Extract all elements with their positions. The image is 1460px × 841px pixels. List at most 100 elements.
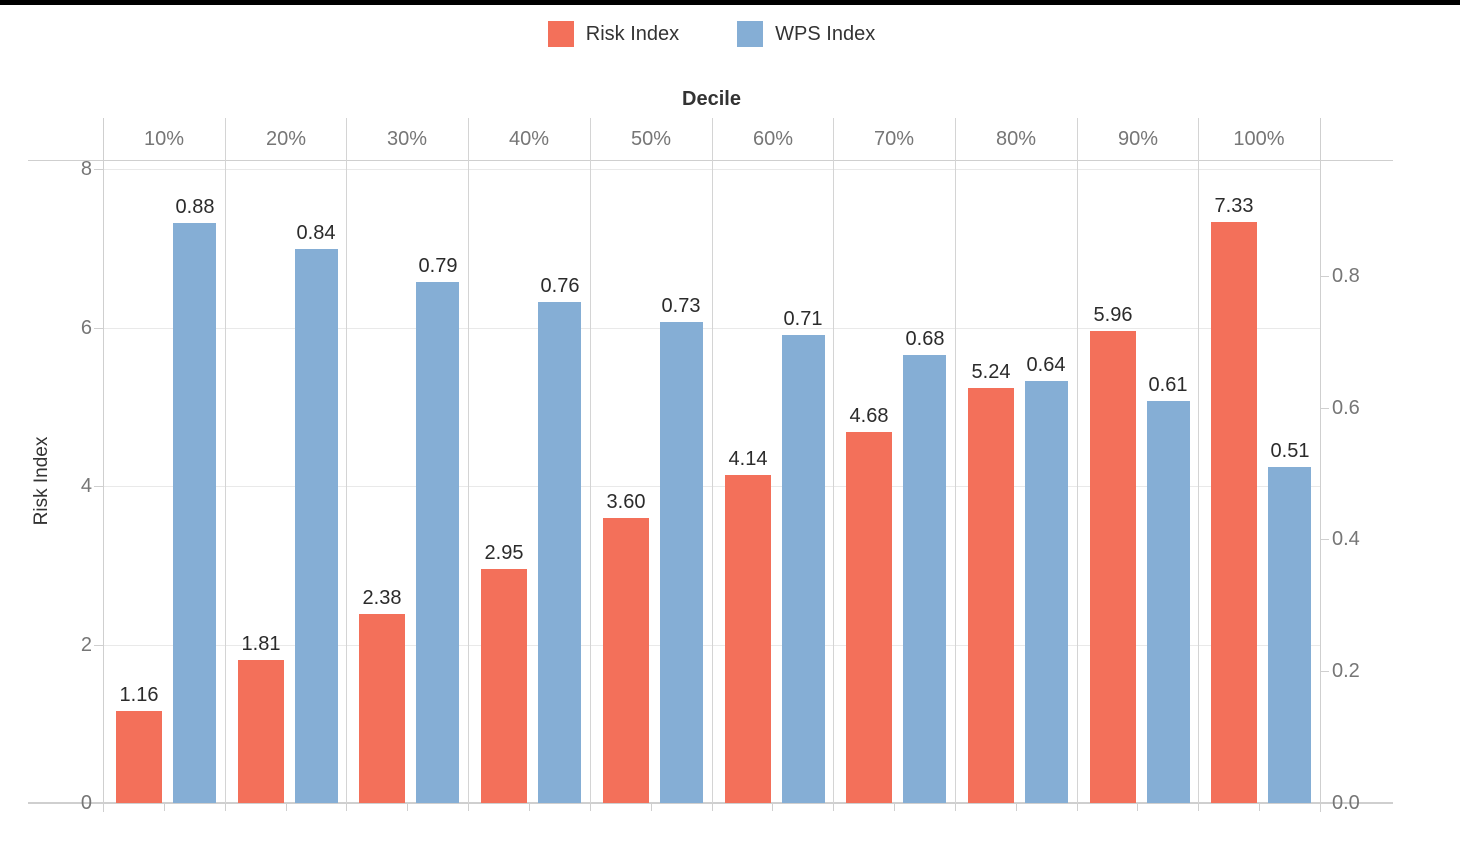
wps-bar-70%[interactable] <box>903 355 946 803</box>
bottom-tick-mark <box>894 804 895 811</box>
right-axis-tick-mark <box>1320 803 1329 804</box>
risk-bar-90%[interactable] <box>1090 331 1136 803</box>
bottom-tick-mark <box>1137 804 1138 811</box>
left-axis-tick-mark <box>94 645 103 646</box>
wps-bar-value-80%: 0.64 <box>1026 354 1066 376</box>
column-divider <box>468 118 469 803</box>
bottom-tick-mark <box>103 804 104 811</box>
risk-bar-20%[interactable] <box>238 660 284 803</box>
risk-bar-value-90%: 5.96 <box>1093 304 1133 326</box>
bottom-tick-mark <box>346 804 347 811</box>
risk-bar-value-100%: 7.33 <box>1214 195 1254 217</box>
wps-bar-50%[interactable] <box>660 322 703 803</box>
left-axis-line <box>103 118 104 812</box>
bottom-tick-mark <box>1320 804 1321 811</box>
left-axis-tick-label: 0 <box>80 792 92 814</box>
bottom-tick-mark <box>651 804 652 811</box>
bottom-tick-mark <box>1259 804 1260 811</box>
plot-top-border <box>28 160 1393 161</box>
column-header-40%: 40% <box>508 128 550 150</box>
column-header-80%: 80% <box>995 128 1037 150</box>
right-axis-tick-label: 0.0 <box>1332 792 1360 814</box>
column-header-60%: 60% <box>752 128 794 150</box>
right-axis-tick-mark <box>1320 539 1329 540</box>
wps-bar-90%[interactable] <box>1147 401 1190 803</box>
risk-bar-value-40%: 2.95 <box>484 542 524 564</box>
bottom-tick-mark <box>468 804 469 811</box>
left-axis-tick-mark <box>94 486 103 487</box>
wps-bar-20%[interactable] <box>295 249 338 803</box>
right-axis-tick-mark <box>1320 671 1329 672</box>
legend-swatch-risk-index <box>547 21 574 47</box>
wps-bar-60%[interactable] <box>782 335 825 803</box>
risk-bar-value-10%: 1.16 <box>119 684 159 706</box>
right-axis-line <box>1320 118 1321 812</box>
wps-bar-80%[interactable] <box>1025 381 1068 803</box>
wps-bar-100%[interactable] <box>1268 467 1311 803</box>
gridline <box>103 169 1320 170</box>
right-axis-tick-mark <box>1320 276 1329 277</box>
wps-bar-value-60%: 0.71 <box>783 308 823 330</box>
column-divider <box>1198 118 1199 803</box>
x-axis-line <box>28 802 1393 804</box>
column-header-90%: 90% <box>1117 128 1159 150</box>
right-axis-tick-label: 0.6 <box>1332 397 1360 419</box>
column-divider <box>712 118 713 803</box>
legend: Risk Index WPS Index <box>103 16 1320 52</box>
wps-bar-30%[interactable] <box>416 282 459 803</box>
risk-bar-100%[interactable] <box>1211 222 1257 803</box>
bottom-tick-mark <box>407 804 408 811</box>
wps-bar-10%[interactable] <box>173 223 216 803</box>
bottom-tick-mark <box>225 804 226 811</box>
wps-bar-value-70%: 0.68 <box>905 328 945 350</box>
risk-bar-value-80%: 5.24 <box>971 361 1011 383</box>
risk-bar-value-60%: 4.14 <box>728 448 768 470</box>
bottom-tick-mark <box>164 804 165 811</box>
risk-bar-50%[interactable] <box>603 518 649 803</box>
left-axis-tick-label: 2 <box>80 634 92 656</box>
legend-swatch-wps-index <box>737 21 764 47</box>
bottom-tick-mark <box>1077 804 1078 811</box>
risk-bar-80%[interactable] <box>968 388 1014 803</box>
risk-bar-60%[interactable] <box>725 475 771 803</box>
bottom-tick-mark <box>955 804 956 811</box>
wps-bar-40%[interactable] <box>538 302 581 803</box>
bottom-tick-mark <box>529 804 530 811</box>
left-axis-tick-label: 6 <box>80 317 92 339</box>
wps-bar-value-50%: 0.73 <box>661 295 701 317</box>
legend-label-risk-index: Risk Index <box>585 22 680 45</box>
bottom-tick-mark <box>286 804 287 811</box>
wps-bar-value-20%: 0.84 <box>296 222 336 244</box>
wps-bar-value-30%: 0.79 <box>418 255 458 277</box>
left-axis-tick-label: 4 <box>80 475 92 497</box>
top-black-bar <box>0 0 1460 5</box>
risk-bar-70%[interactable] <box>846 432 892 803</box>
left-axis-tick-mark <box>94 803 103 804</box>
risk-bar-value-20%: 1.81 <box>241 633 281 655</box>
risk-bar-10%[interactable] <box>116 711 162 803</box>
column-header-10%: 10% <box>143 128 185 150</box>
column-divider <box>590 118 591 803</box>
risk-bar-value-50%: 3.60 <box>606 491 646 513</box>
column-divider <box>833 118 834 803</box>
bottom-tick-mark <box>1198 804 1199 811</box>
right-axis-tick-label: 0.4 <box>1332 528 1360 550</box>
bottom-tick-mark <box>590 804 591 811</box>
legend-item-risk-index[interactable]: Risk Index <box>547 21 680 47</box>
wps-bar-value-90%: 0.61 <box>1148 374 1188 396</box>
legend-item-wps-index[interactable]: WPS Index <box>737 21 875 47</box>
column-header-20%: 20% <box>265 128 307 150</box>
right-axis-tick-label: 0.2 <box>1332 660 1360 682</box>
left-axis-tick-mark <box>94 328 103 329</box>
left-axis-tick-label: 8 <box>80 158 92 180</box>
risk-bar-30%[interactable] <box>359 614 405 803</box>
bottom-tick-mark <box>833 804 834 811</box>
risk-bar-40%[interactable] <box>481 569 527 803</box>
risk-bar-value-70%: 4.68 <box>849 405 889 427</box>
column-divider <box>346 118 347 803</box>
right-axis-tick-label: 0.8 <box>1332 265 1360 287</box>
column-divider <box>1077 118 1078 803</box>
column-axis-title: Decile <box>682 88 741 110</box>
bottom-tick-mark <box>772 804 773 811</box>
